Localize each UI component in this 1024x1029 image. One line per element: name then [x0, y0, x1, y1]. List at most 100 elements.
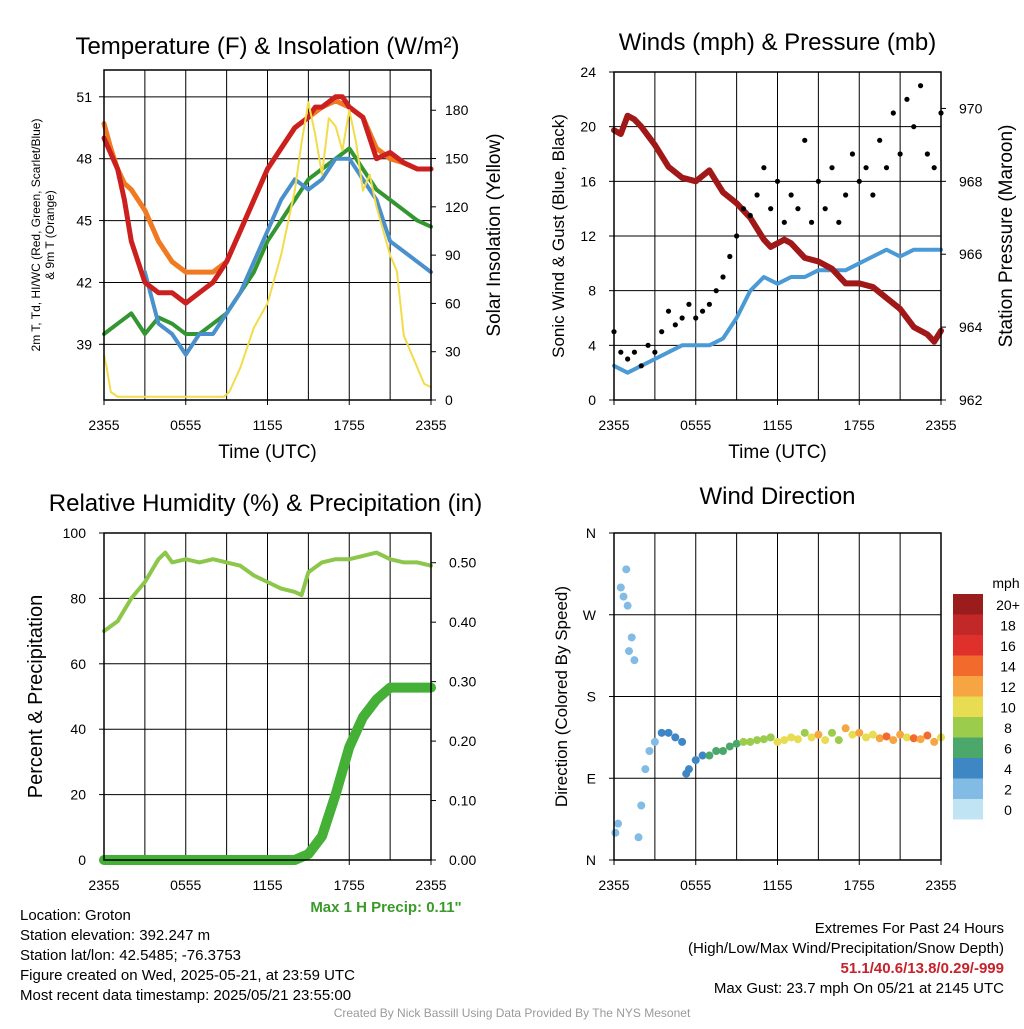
winds-gust-point [870, 192, 876, 198]
rh-xtick-label: 1755 [334, 877, 365, 893]
temp-series-wind_chill [142, 156, 433, 357]
wdir-point [641, 765, 650, 774]
extremes-subtitle: (High/Low/Max Wind/Precipitation/Snow De… [688, 940, 1004, 957]
winds-gust-point [699, 308, 706, 314]
winds-gust-point [843, 192, 849, 198]
wdir-point [821, 736, 830, 745]
temp-ytick-label: 48 [76, 151, 92, 167]
winds-chart-title: Winds (mph) & Pressure (mb) [619, 29, 936, 56]
winds-gust-point [693, 315, 699, 321]
winds-gust-point [713, 288, 719, 294]
temp-y-axis-label: 2m T, Td, HI/WC (Red, Green, Scarlet/Blu… [29, 119, 43, 352]
wdir-legend-swatch [953, 696, 983, 717]
rh-xtick-label: 1155 [252, 877, 282, 893]
extremes-info: Extremes For Past 24 Hours (High/Low/Max… [688, 919, 1004, 999]
wdir-legend-label: 18 [1000, 618, 1016, 634]
wdir-point [664, 728, 673, 737]
winds-gust-point [645, 342, 651, 348]
temp-xtick-label: 0555 [170, 417, 201, 433]
wdir-legend-swatch [953, 758, 983, 779]
temp-y2tick-label: 150 [445, 151, 469, 167]
winds-gust-point [747, 212, 753, 219]
wdir-point [868, 730, 877, 739]
winds-gust-point [904, 96, 910, 102]
wdir-point [773, 737, 782, 746]
wdir-point [787, 733, 796, 742]
wdir-chart-title: Wind Direction [699, 483, 855, 510]
winds-y2tick-label: 964 [959, 319, 983, 335]
winds-gust-point [822, 206, 828, 212]
winds-y2-axis-label: Station Pressure (Maroon) [996, 125, 1017, 348]
wdir-point [623, 601, 632, 610]
winds-series-pressure [611, 112, 944, 345]
winds-gust-point [815, 178, 821, 184]
wdir-xtick-label: 0555 [680, 877, 711, 893]
wdir-point [691, 756, 700, 765]
winds-gust-point [720, 274, 726, 280]
location-text: Location: Groton [20, 907, 131, 924]
wdir-point [619, 592, 628, 601]
wdir-xtick-label: 2355 [925, 877, 956, 893]
wdir-point [698, 751, 707, 760]
wdir-legend-swatch [953, 717, 983, 738]
winds-gust-point [856, 178, 862, 184]
winds-gust-point [652, 349, 658, 355]
temp-series-solar [103, 101, 432, 398]
rh-ytick-label: 20 [70, 787, 86, 803]
wdir-point [627, 633, 636, 642]
winds-gust-point [836, 219, 842, 225]
wdir-legend-swatch [953, 737, 983, 758]
winds-gust-point [924, 151, 930, 157]
temp-y-axis-label-2: & 9m T (Orange) [43, 190, 57, 280]
winds-gust-point [829, 165, 835, 171]
wdir-point [909, 734, 918, 743]
rh-ytick-label: 60 [70, 656, 86, 672]
wdir-point [634, 833, 643, 842]
rh-chart-title: Relative Humidity (%) & Precipitation (i… [49, 490, 482, 517]
winds-gust-point [781, 219, 787, 225]
wdir-point [930, 737, 939, 746]
wdir-legend-swatch [953, 655, 983, 676]
winds-gust-point [679, 315, 685, 321]
winds-x-axis-label: Time (UTC) [728, 442, 827, 463]
winds-y2tick-label: 962 [959, 392, 983, 408]
wdir-frame [613, 532, 942, 861]
temp-y2tick-label: 30 [445, 344, 461, 360]
wdir-point [746, 737, 755, 746]
winds-gust-point [740, 206, 747, 212]
wdir-point [855, 728, 864, 737]
winds-xtick-label: 1755 [844, 417, 875, 433]
winds-gust-point [788, 192, 794, 198]
temp-y2tick-label: 0 [445, 392, 453, 408]
rh-y2tick-label: 0.20 [449, 733, 476, 749]
max-precip-annotation: Max 1 H Precip: 0.11" [310, 899, 461, 916]
wdir-legend-swatch [953, 778, 983, 799]
temp-ytick-label: 39 [76, 336, 92, 352]
wdir-point [882, 732, 891, 741]
rh-y2tick-label: 0.00 [449, 852, 476, 868]
wdir-xtick-label: 1155 [762, 877, 792, 893]
wdir-ytick-label: E [587, 770, 596, 786]
temp-xtick-label: 2355 [88, 417, 119, 433]
winds-gust-point [911, 124, 917, 130]
winds-ytick-label: 20 [580, 119, 596, 135]
temp-frame [103, 69, 432, 401]
wdir-point [834, 736, 843, 745]
winds-ytick-label: 0 [588, 392, 596, 408]
wdir-ytick-label: S [587, 689, 596, 705]
wdir-ytick-label: W [583, 607, 597, 623]
temp-ytick-label: 51 [76, 89, 92, 105]
wdir-legend-label: 12 [1000, 679, 1016, 695]
temp-y2tick-label: 120 [445, 199, 469, 215]
wdir-y-axis-label: Direction (Colored By Speed) [552, 586, 571, 807]
recent-data-text: Most recent data timestamp: 2025/05/21 2… [20, 987, 352, 1004]
winds-gust-point [665, 308, 672, 314]
wdir-ytick-label: N [586, 852, 596, 868]
winds-xtick-label: 1155 [762, 417, 792, 433]
winds-gust-point [863, 165, 869, 171]
winds-gust-point [659, 329, 665, 335]
elevation-text: Station elevation: 392.247 m [20, 927, 211, 944]
rh-y2tick-label: 0.50 [449, 555, 476, 571]
